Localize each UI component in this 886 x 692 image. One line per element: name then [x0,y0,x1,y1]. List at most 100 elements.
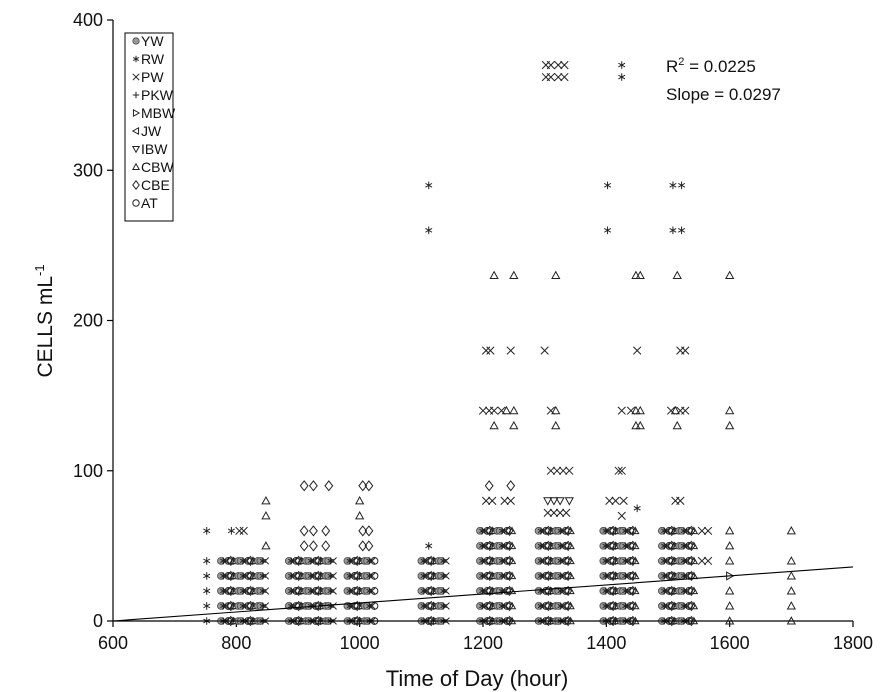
data-point [329,602,337,610]
data-point-cbw [261,510,271,520]
data-point [329,557,337,565]
data-point-cbw [670,405,681,415]
data-point [500,542,509,550]
data-point [566,571,575,580]
data-point [309,557,318,565]
data-point [241,587,250,595]
data-point-cbe [299,540,309,552]
x-tick-label: 1200 [463,633,503,653]
data-point-pw [614,466,623,475]
data-point-rw [604,181,612,190]
data-point [682,587,691,595]
data-point-cbw [786,526,796,535]
data-point [422,587,431,595]
data-point-cbw [355,510,365,520]
data-point-pw [555,508,565,517]
data-point [687,570,696,582]
data-point-pw [697,526,707,536]
data-point-cbe [321,525,331,537]
data-point-cbe [358,540,368,552]
trend-line [112,566,854,622]
data-point-rw [425,226,433,235]
data-point-pw [552,466,562,475]
data-point [442,587,450,595]
legend-label-ibw: IBW [141,141,168,157]
y-tick-label: 200 [73,311,103,331]
data-point [604,542,612,550]
legend-marker-rw [132,55,140,63]
data-point-pw [486,346,495,355]
data-point [505,585,514,597]
legend-marker-cbw [131,162,141,171]
data-point [507,541,517,550]
data-point [687,585,696,597]
data-point-pw [506,346,515,355]
data-point [682,527,691,535]
data-point [261,557,270,565]
data-point [289,557,298,565]
data-point [566,526,575,535]
data-point [566,586,575,595]
data-point [624,542,632,550]
data-point [289,587,298,595]
data-point [368,557,376,565]
x-tick-label: 1400 [586,633,626,653]
data-point-cbe [358,525,368,537]
data-point [604,587,612,595]
data-point [505,555,514,567]
data-point-pw [481,496,491,505]
data-point-rw [203,557,211,565]
data-point [222,557,230,565]
data-point [368,602,376,610]
legend-label-cbw: CBW [141,159,174,175]
data-point [507,526,517,535]
data-point-rw [203,572,211,580]
data-point-pw [605,496,614,505]
data-point [663,587,671,595]
data-point-pw [546,466,555,475]
legend-marker-pw [132,73,140,81]
data-point [481,572,489,580]
data-point [631,556,640,565]
data-point [663,572,671,580]
data-point [682,557,691,565]
data-point [689,586,699,595]
data-point-rw [604,226,612,235]
data-point-cbe [308,480,318,492]
data-point-rw [425,181,433,190]
data-point [507,556,517,565]
legend-label-mbw: MBW [141,105,176,121]
axes: 0 100 200 300 400 600 800 1000 1200 1400 1600 1800 [73,10,873,653]
data-point-rw [425,542,433,550]
data-point [687,600,696,612]
data-point [604,602,612,610]
data-point-cbw [261,495,271,505]
data-point-rw [618,61,626,69]
y-tick-label: 0 [93,611,103,631]
data-point-rw [678,226,686,235]
data-point [442,557,450,565]
data-point [604,527,612,535]
data-point [309,587,318,595]
data-point [624,572,632,580]
data-marks [203,60,796,627]
data-point [442,572,450,580]
data-point-rw [633,504,641,513]
data-point-cbe [308,540,318,552]
data-point-pw [549,508,559,517]
data-point-cbw [725,586,735,595]
data-point [564,615,573,627]
data-point-cbw [786,556,796,565]
data-point [507,586,517,595]
data-point [222,587,230,595]
data-point-ibw [543,497,553,506]
data-point [370,557,379,565]
data-point [505,600,514,612]
data-point-rw [203,602,211,610]
data-point [624,587,632,595]
data-point-pw [681,346,690,355]
data-point [481,542,489,550]
data-point-pw [560,72,569,82]
data-point [624,557,632,565]
data-point [566,601,575,610]
